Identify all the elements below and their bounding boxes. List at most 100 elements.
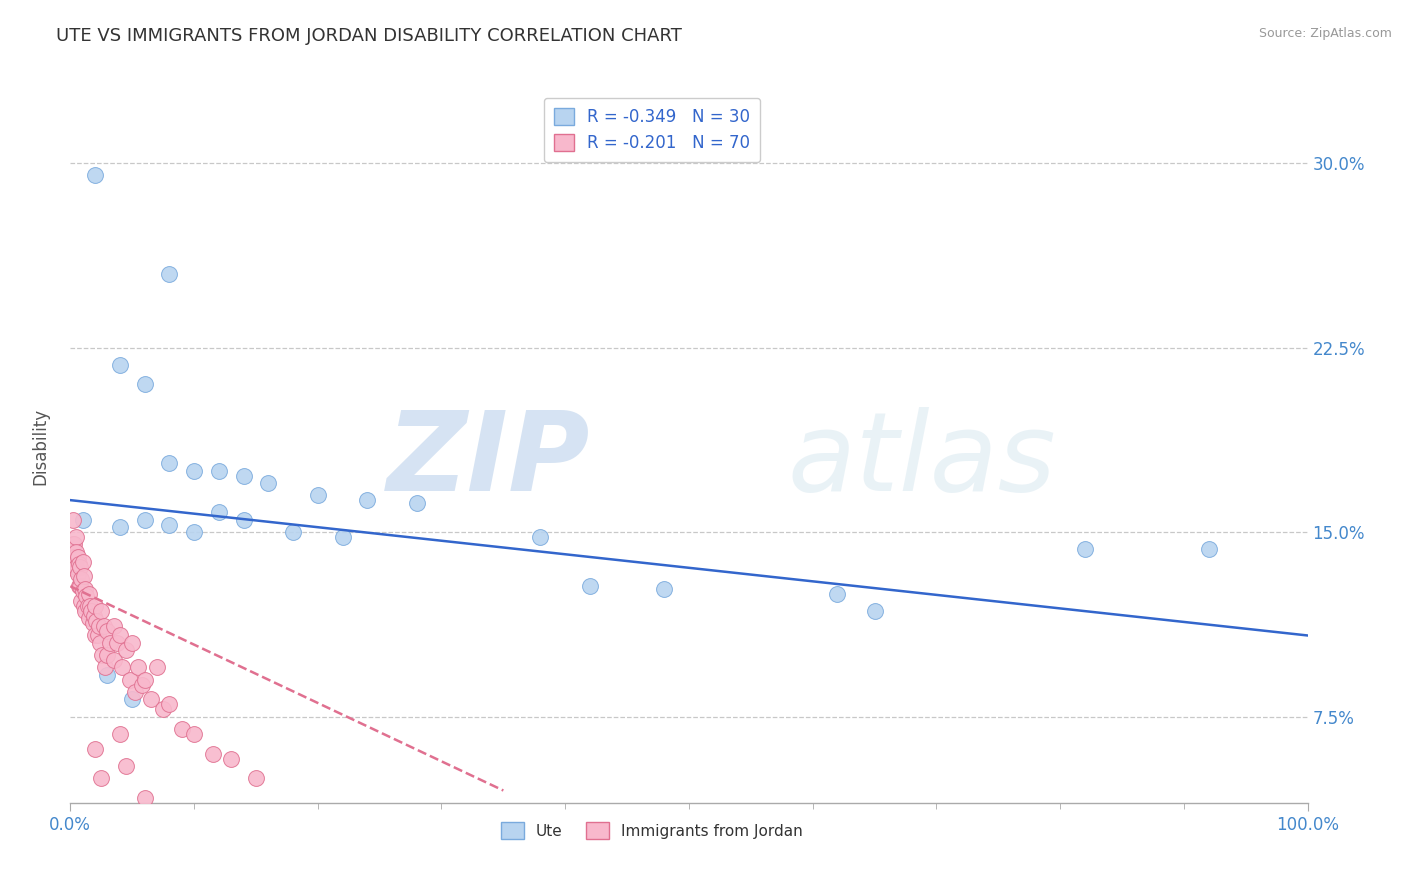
Point bbox=[69, 579, 91, 593]
Point bbox=[245, 771, 267, 785]
Point bbox=[121, 692, 143, 706]
Point bbox=[63, 549, 86, 564]
Point bbox=[82, 616, 104, 631]
Point bbox=[111, 660, 134, 674]
Point bbox=[79, 599, 101, 613]
Point bbox=[115, 759, 138, 773]
Point bbox=[62, 513, 84, 527]
Point bbox=[170, 722, 193, 736]
Point bbox=[356, 493, 378, 508]
Point bbox=[65, 559, 87, 574]
Point bbox=[1198, 542, 1220, 557]
Point bbox=[183, 464, 205, 478]
Point bbox=[127, 660, 149, 674]
Point bbox=[108, 628, 131, 642]
Point bbox=[332, 530, 354, 544]
Point bbox=[62, 537, 84, 551]
Point bbox=[257, 475, 280, 490]
Point bbox=[103, 618, 125, 632]
Point bbox=[80, 604, 103, 618]
Point bbox=[98, 636, 121, 650]
Point bbox=[232, 513, 254, 527]
Point bbox=[201, 747, 224, 761]
Point bbox=[108, 727, 131, 741]
Point bbox=[208, 505, 231, 519]
Point bbox=[67, 579, 90, 593]
Point bbox=[96, 668, 118, 682]
Point bbox=[89, 636, 111, 650]
Legend: Ute, Immigrants from Jordan: Ute, Immigrants from Jordan bbox=[495, 816, 808, 845]
Point bbox=[529, 530, 551, 544]
Point bbox=[72, 584, 94, 599]
Text: Source: ZipAtlas.com: Source: ZipAtlas.com bbox=[1258, 27, 1392, 40]
Point bbox=[307, 488, 329, 502]
Point bbox=[70, 594, 93, 608]
Point bbox=[91, 648, 114, 662]
Point bbox=[76, 599, 98, 613]
Point bbox=[152, 702, 174, 716]
Point bbox=[77, 611, 100, 625]
Point bbox=[157, 267, 180, 281]
Point bbox=[66, 566, 89, 581]
Point bbox=[90, 771, 112, 785]
Point bbox=[77, 587, 100, 601]
Point bbox=[157, 698, 180, 712]
Point bbox=[232, 468, 254, 483]
Point bbox=[90, 604, 112, 618]
Point bbox=[183, 525, 205, 540]
Point bbox=[405, 495, 427, 509]
Point bbox=[69, 559, 91, 574]
Point bbox=[103, 653, 125, 667]
Point bbox=[134, 377, 156, 392]
Point bbox=[157, 456, 180, 470]
Point bbox=[84, 599, 107, 613]
Point bbox=[93, 618, 115, 632]
Point bbox=[108, 358, 131, 372]
Point bbox=[72, 513, 94, 527]
Point bbox=[827, 587, 849, 601]
Point bbox=[281, 525, 304, 540]
Point bbox=[134, 790, 156, 805]
Point bbox=[75, 582, 97, 596]
Point bbox=[1074, 542, 1097, 557]
Text: atlas: atlas bbox=[787, 407, 1056, 514]
Point bbox=[219, 751, 242, 765]
Point bbox=[63, 537, 86, 551]
Point bbox=[96, 624, 118, 638]
Point bbox=[139, 692, 162, 706]
Point bbox=[183, 727, 205, 741]
Point bbox=[94, 660, 117, 674]
Point bbox=[108, 520, 131, 534]
Point bbox=[84, 614, 107, 628]
Point bbox=[121, 636, 143, 650]
Y-axis label: Disability: Disability bbox=[31, 408, 49, 484]
Point bbox=[73, 599, 96, 613]
Point bbox=[863, 604, 886, 618]
Point bbox=[579, 579, 602, 593]
Point bbox=[83, 608, 105, 623]
Point bbox=[96, 648, 118, 662]
Point bbox=[73, 569, 96, 583]
Point bbox=[105, 636, 128, 650]
Point bbox=[134, 513, 156, 527]
Point bbox=[86, 628, 108, 642]
Point bbox=[67, 557, 90, 571]
Point bbox=[65, 545, 87, 559]
Point bbox=[124, 685, 146, 699]
Point bbox=[65, 549, 87, 564]
Point bbox=[84, 628, 107, 642]
Point bbox=[75, 589, 97, 603]
Point bbox=[84, 741, 107, 756]
Point bbox=[70, 572, 93, 586]
Point bbox=[66, 549, 89, 564]
Point bbox=[72, 555, 94, 569]
Point bbox=[208, 464, 231, 478]
Point bbox=[118, 673, 141, 687]
Point bbox=[75, 604, 97, 618]
Point bbox=[134, 673, 156, 687]
Text: ZIP: ZIP bbox=[387, 407, 591, 514]
Point bbox=[65, 530, 87, 544]
Point bbox=[131, 678, 153, 692]
Point bbox=[652, 582, 675, 596]
Point bbox=[115, 643, 138, 657]
